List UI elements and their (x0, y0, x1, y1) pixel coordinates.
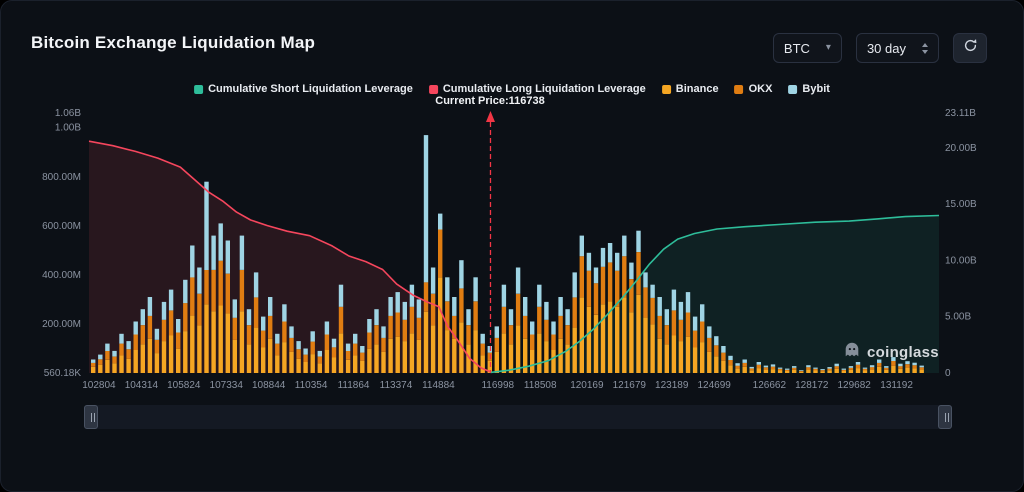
svg-text:1.06B: 1.06B (55, 108, 81, 119)
navigator-right-handle[interactable] (938, 405, 952, 429)
long-swatch (428, 84, 438, 94)
legend-label: Bybit (802, 83, 830, 95)
legend-item-okx[interactable]: OKX (734, 83, 773, 95)
svg-text:102804: 102804 (82, 380, 116, 391)
short-swatch (194, 84, 204, 94)
svg-text:105824: 105824 (167, 380, 201, 391)
svg-text:120169: 120169 (570, 380, 604, 391)
svg-text:10.00B: 10.00B (945, 255, 977, 266)
svg-text:200.00M: 200.00M (42, 319, 81, 330)
svg-text:600.00M: 600.00M (42, 221, 81, 232)
svg-text:800.00M: 800.00M (42, 172, 81, 183)
symbol-select-value: BTC (783, 40, 810, 56)
stepper-up-icon[interactable] (922, 42, 928, 47)
legend-item-long[interactable]: Cumulative Long Liquidation Leverage (428, 83, 646, 95)
chevron-down-icon: ▾ (825, 42, 831, 53)
refresh-button[interactable] (953, 33, 987, 63)
grip-icon (90, 412, 92, 422)
svg-text:104314: 104314 (125, 380, 159, 391)
svg-text:116998: 116998 (481, 380, 514, 391)
svg-text:15.00B: 15.00B (945, 199, 977, 210)
svg-text:126662: 126662 (753, 380, 787, 391)
svg-text:114884: 114884 (422, 380, 455, 391)
svg-text:400.00M: 400.00M (42, 270, 81, 281)
svg-text:131192: 131192 (880, 380, 913, 391)
refresh-icon (963, 38, 978, 58)
svg-text:20.00B: 20.00B (945, 143, 977, 154)
page-title: Bitcoin Exchange Liquidation Map (31, 33, 316, 52)
svg-text:128172: 128172 (795, 380, 829, 391)
svg-text:124699: 124699 (697, 380, 731, 391)
svg-text:0: 0 (945, 368, 951, 379)
svg-text:23.11B: 23.11B (945, 108, 976, 119)
grip-icon (944, 412, 946, 422)
legend-item-binance[interactable]: Binance (661, 83, 719, 95)
svg-text:108844: 108844 (252, 380, 286, 391)
watermark-wordmark: coinglass (867, 344, 939, 361)
svg-text:118508: 118508 (524, 380, 557, 391)
svg-text:1.00B: 1.00B (55, 123, 81, 134)
chart-legend: Cumulative Short Liquidation Leverage Cu… (194, 83, 830, 95)
symbol-select[interactable]: BTC ▾ (772, 33, 842, 63)
bybit-swatch (788, 84, 798, 94)
svg-text:107334: 107334 (210, 380, 244, 391)
chart-navigator-track[interactable] (84, 405, 952, 429)
legend-item-short[interactable]: Cumulative Short Liquidation Leverage (194, 83, 413, 95)
svg-text:110354: 110354 (295, 380, 328, 391)
svg-text:121679: 121679 (613, 380, 647, 391)
svg-text:560.18K: 560.18K (44, 368, 82, 379)
okx-swatch (734, 84, 744, 94)
legend-item-bybit[interactable]: Bybit (788, 83, 830, 95)
toolbar: BTC ▾ 30 day (772, 33, 987, 63)
period-select[interactable]: 30 day (855, 33, 939, 63)
period-stepper (922, 42, 928, 54)
legend-label: Cumulative Long Liquidation Leverage (442, 83, 646, 95)
svg-text:113374: 113374 (380, 380, 413, 391)
legend-label: OKX (748, 83, 773, 95)
binance-swatch (661, 84, 671, 94)
svg-text:129682: 129682 (838, 380, 872, 391)
legend-label: Binance (675, 83, 719, 95)
stepper-down-icon[interactable] (922, 49, 928, 54)
svg-text:111864: 111864 (338, 380, 370, 391)
svg-text:123189: 123189 (655, 380, 689, 391)
period-select-value: 30 day (866, 40, 906, 56)
coinglass-icon (843, 341, 861, 364)
navigator-left-handle[interactable] (84, 405, 98, 429)
current-price-label: Current Price:116738 (435, 95, 545, 107)
svg-text:5.00B: 5.00B (945, 312, 971, 323)
legend-label: Cumulative Short Liquidation Leverage (208, 83, 413, 95)
watermark: coinglass (843, 341, 939, 364)
